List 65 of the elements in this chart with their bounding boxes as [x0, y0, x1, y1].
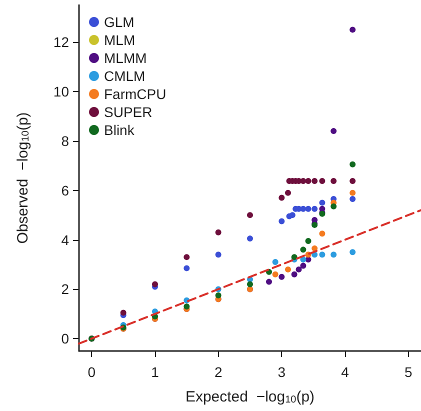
- legend-label: Blink: [104, 122, 136, 138]
- point: [350, 178, 356, 184]
- legend-label: MLMM: [104, 50, 147, 66]
- x-axis-title: Expected −log10(p): [185, 388, 315, 406]
- point: [296, 266, 302, 272]
- point: [350, 26, 356, 33]
- legend-label: MLM: [104, 32, 136, 48]
- point: [120, 310, 126, 316]
- legend-label: CMLM: [104, 68, 146, 84]
- legend-label: SUPER: [104, 104, 152, 120]
- point: [184, 265, 190, 272]
- point: [278, 274, 285, 280]
- point: [350, 190, 356, 196]
- point: [215, 229, 222, 236]
- point: [350, 161, 356, 168]
- x-tick-label: 3: [278, 364, 286, 380]
- point: [247, 281, 253, 288]
- legend-label: GLM: [104, 14, 134, 30]
- point: [278, 194, 285, 201]
- legend-label: FarmCPU: [104, 86, 166, 102]
- x-tick-label: 4: [341, 364, 350, 380]
- point: [305, 238, 312, 244]
- y-axis-title: Observed −log10(p): [14, 112, 32, 244]
- point: [319, 200, 326, 206]
- point: [285, 266, 291, 272]
- point: [291, 254, 298, 260]
- x-tick-label: 0: [88, 364, 96, 380]
- point: [312, 178, 318, 184]
- point: [291, 271, 298, 278]
- point: [152, 281, 158, 288]
- x-tick-label: 5: [404, 364, 412, 380]
- y-tick-label: 0: [61, 330, 70, 347]
- y-tick-label: 8: [61, 132, 70, 149]
- point: [319, 230, 326, 237]
- point: [319, 252, 326, 258]
- point: [278, 218, 285, 224]
- y-tick-label: 2: [61, 281, 70, 298]
- y-tick-label: 4: [61, 232, 70, 248]
- y-tick-label: 10: [53, 84, 70, 100]
- point: [312, 206, 318, 212]
- point: [215, 292, 222, 298]
- y-tick-label: 12: [53, 34, 70, 50]
- point: [330, 178, 337, 184]
- x-tick-label: 1: [151, 364, 160, 380]
- point: [266, 278, 272, 285]
- point: [247, 236, 253, 242]
- point: [300, 256, 306, 263]
- point: [350, 249, 356, 256]
- point: [305, 178, 312, 184]
- point: [300, 246, 306, 253]
- point: [330, 128, 337, 134]
- point: [319, 178, 326, 184]
- point: [330, 203, 337, 210]
- point: [215, 252, 222, 258]
- x-tick-label: 2: [214, 364, 222, 380]
- point: [330, 252, 337, 258]
- point: [300, 262, 306, 269]
- point: [184, 254, 190, 260]
- y-tick-label: 6: [61, 182, 70, 198]
- point: [272, 271, 278, 278]
- point: [272, 259, 278, 266]
- point: [305, 206, 312, 212]
- point: [285, 190, 291, 196]
- point: [247, 212, 253, 218]
- point: [350, 196, 356, 202]
